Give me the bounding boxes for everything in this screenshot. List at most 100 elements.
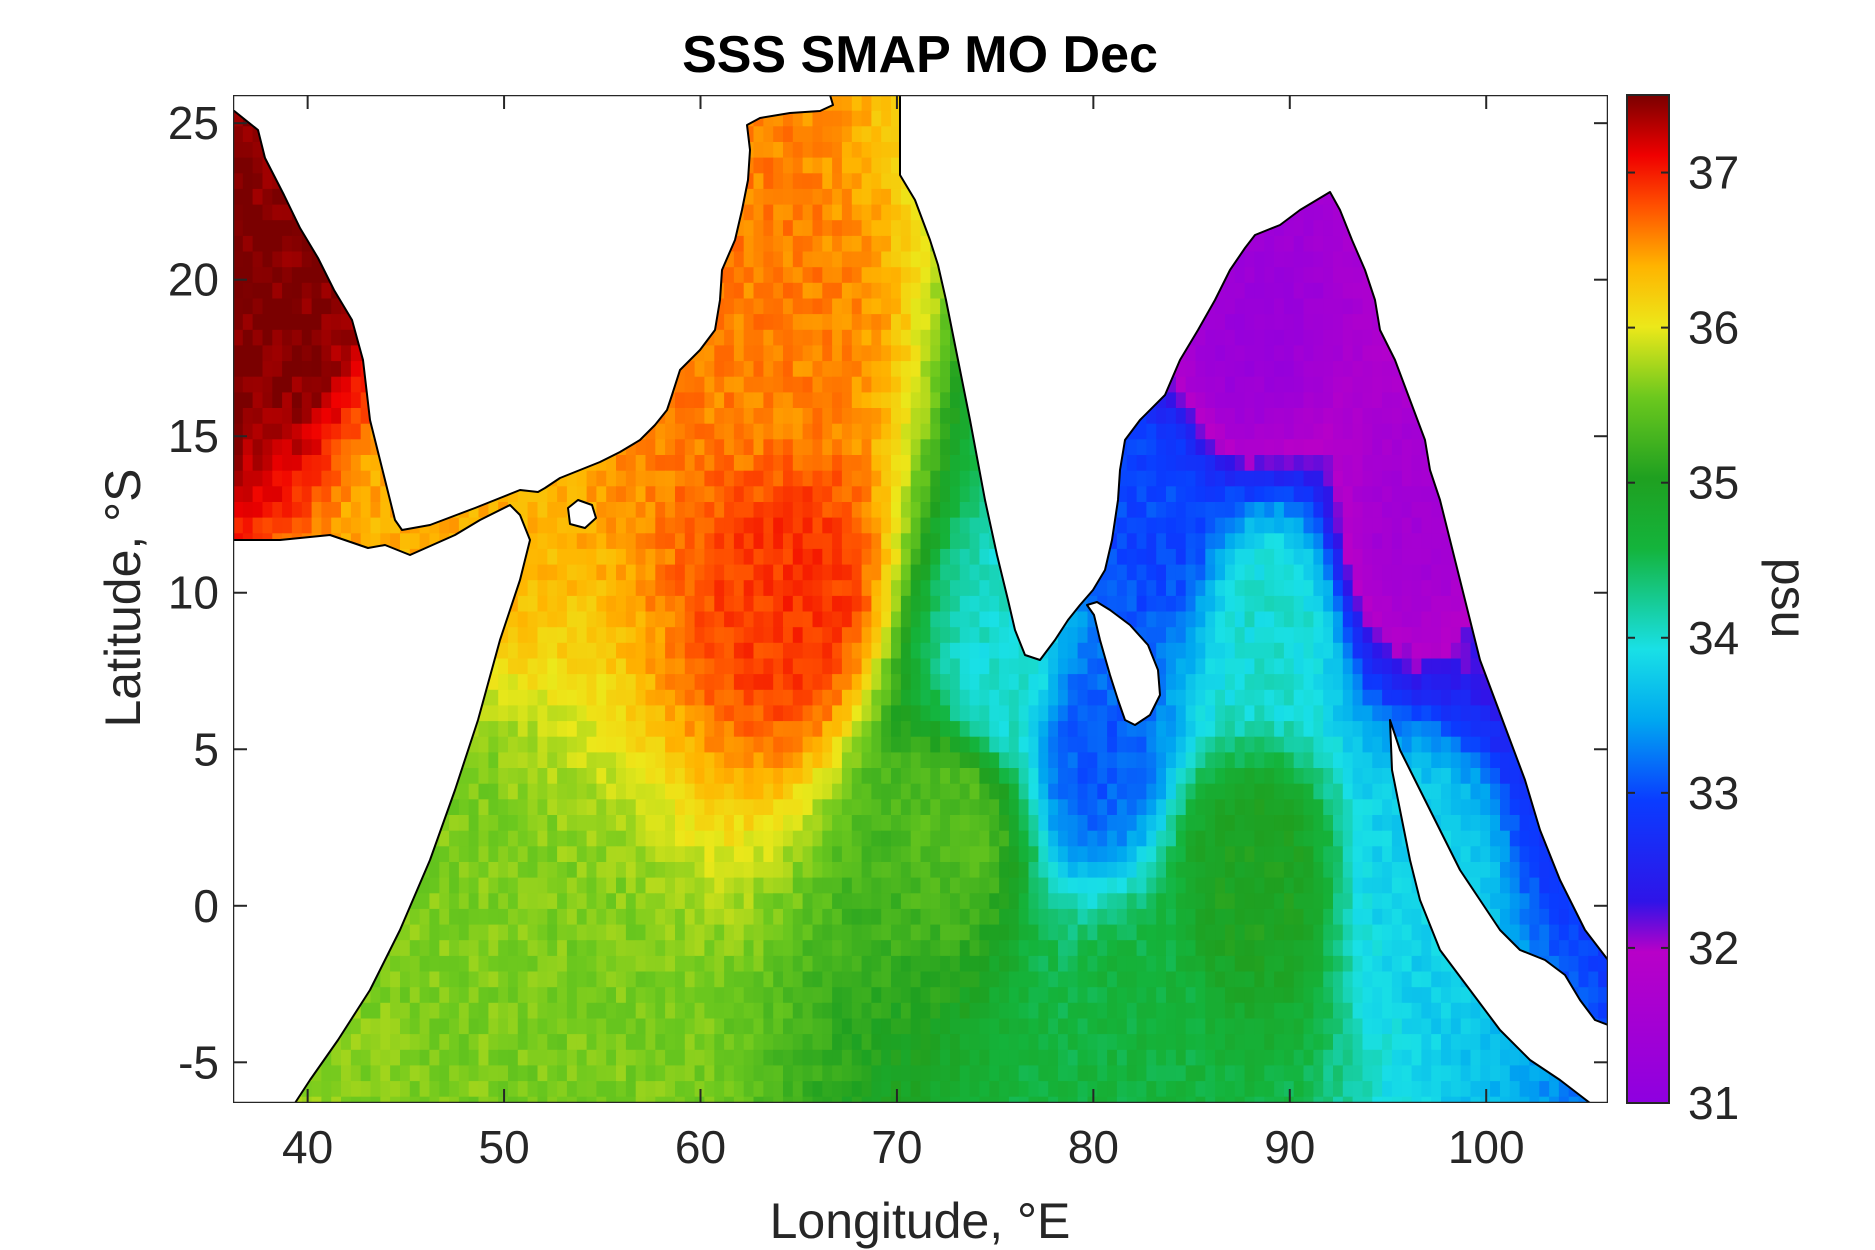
salinity-cell <box>1362 517 1373 534</box>
salinity-cell <box>753 329 764 347</box>
salinity-cell <box>655 564 666 581</box>
salinity-cell <box>252 282 263 300</box>
salinity-cell <box>1421 627 1432 644</box>
salinity-cell <box>724 564 735 581</box>
salinity-cell <box>1205 470 1216 487</box>
salinity-cell <box>684 548 696 566</box>
salinity-cell <box>1313 298 1324 315</box>
salinity-cell <box>851 220 863 237</box>
salinity-cell <box>537 642 548 660</box>
salinity-cell <box>1293 439 1305 456</box>
salinity-cell <box>311 298 322 315</box>
salinity-cell <box>606 502 617 519</box>
salinity-cell <box>360 533 372 550</box>
salinity-cell <box>1156 470 1167 487</box>
salinity-cell <box>291 392 303 409</box>
salinity-cell <box>841 282 853 300</box>
salinity-cell <box>694 486 705 503</box>
salinity-cell <box>783 642 794 660</box>
salinity-cell <box>1411 564 1422 581</box>
salinity-cell <box>1175 595 1187 613</box>
salinity-cell <box>1264 486 1275 503</box>
salinity-cell <box>1441 627 1452 644</box>
salinity-cell <box>950 517 961 534</box>
salinity-cell <box>714 502 725 519</box>
salinity-cell <box>1215 548 1226 566</box>
salinity-cell <box>291 470 303 487</box>
salinity-cell <box>1244 314 1255 331</box>
salinity-cell <box>802 188 813 206</box>
salinity-cell <box>1274 361 1285 378</box>
salinity-cell <box>1352 267 1363 284</box>
salinity-cell <box>792 455 804 472</box>
salinity-cell <box>1372 611 1383 628</box>
salinity-cell <box>537 548 548 566</box>
salinity-cell <box>753 548 764 566</box>
salinity-cell <box>1391 533 1403 550</box>
salinity-cell <box>350 423 362 440</box>
salinity-cell <box>959 595 971 613</box>
salinity-cell <box>763 235 774 253</box>
salinity-cell <box>783 142 794 159</box>
salinity-cell <box>743 188 755 206</box>
salinity-cell <box>1274 595 1285 613</box>
salinity-cell <box>930 329 941 347</box>
salinity-cell <box>1175 564 1187 581</box>
salinity-cell <box>262 423 273 440</box>
salinity-cell <box>291 408 303 425</box>
salinity-cell <box>783 517 794 534</box>
salinity-cell <box>1372 345 1383 362</box>
salinity-cell <box>252 361 263 378</box>
salinity-cell <box>724 502 735 519</box>
salinity-cell <box>252 126 263 143</box>
salinity-cell <box>802 470 813 487</box>
salinity-cell <box>301 439 313 456</box>
salinity-cell <box>753 173 764 190</box>
salinity-cell <box>1146 517 1157 534</box>
salinity-cell <box>900 580 912 597</box>
salinity-cell <box>1441 595 1452 613</box>
salinity-cell <box>704 502 715 519</box>
salinity-cell <box>822 110 833 127</box>
salinity-cell <box>1244 235 1255 253</box>
salinity-cell <box>635 517 647 534</box>
salinity-cell <box>1313 595 1324 613</box>
salinity-cell <box>763 220 774 237</box>
salinity-cell <box>851 142 863 159</box>
salinity-cell <box>586 470 597 487</box>
salinity-cell <box>1225 517 1236 534</box>
salinity-cell <box>694 455 705 472</box>
salinity-cell <box>724 329 735 347</box>
salinity-cell <box>724 282 735 300</box>
salinity-cell <box>891 627 902 644</box>
salinity-cell <box>792 251 804 268</box>
salinity-cell <box>714 314 725 331</box>
salinity-cell <box>242 392 254 409</box>
salinity-cell <box>1067 642 1079 660</box>
salinity-cell <box>576 548 588 566</box>
salinity-cell <box>1225 470 1236 487</box>
salinity-cell <box>950 564 961 581</box>
salinity-cell <box>1372 392 1383 409</box>
salinity-cell <box>1362 455 1373 472</box>
salinity-cell <box>900 502 912 519</box>
salinity-cell <box>704 533 715 550</box>
salinity-cell <box>1126 470 1138 487</box>
salinity-cell <box>635 470 647 487</box>
salinity-cell <box>1401 517 1413 534</box>
salinity-cell <box>841 595 853 613</box>
salinity-cell <box>812 423 823 440</box>
salinity-cell <box>822 204 833 221</box>
salinity-cell <box>596 470 607 487</box>
salinity-cell <box>557 502 568 519</box>
salinity-cell <box>812 611 823 628</box>
salinity-cell <box>959 642 971 660</box>
salinity-cell <box>1136 611 1147 628</box>
salinity-cell <box>802 642 813 660</box>
salinity-cell <box>930 423 941 440</box>
salinity-cell <box>861 408 872 425</box>
salinity-cell <box>537 564 548 581</box>
salinity-cell <box>1225 361 1236 378</box>
salinity-cell <box>262 455 273 472</box>
salinity-cell <box>832 110 843 127</box>
